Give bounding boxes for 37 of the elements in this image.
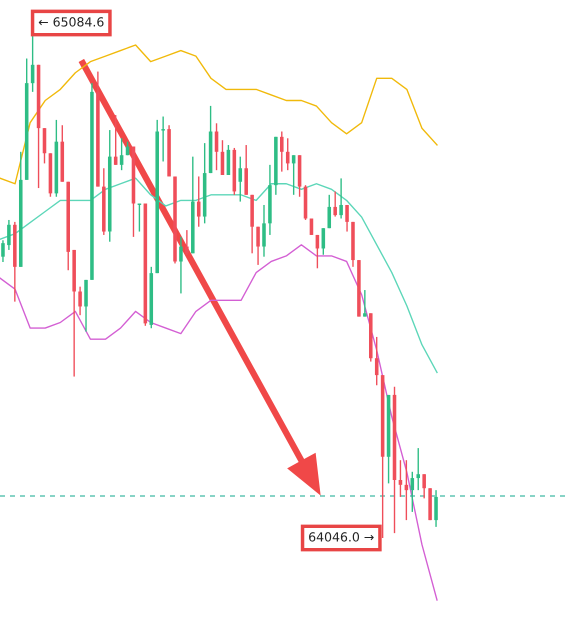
candlestick — [416, 447, 420, 491]
candlestick — [333, 190, 337, 218]
candlestick — [7, 219, 11, 251]
candlestick — [322, 227, 326, 256]
candlestick — [374, 336, 378, 386]
candlestick — [345, 204, 349, 232]
candlestick — [220, 140, 224, 176]
candlestick — [398, 459, 402, 498]
candlestick — [286, 138, 290, 171]
candlestick — [422, 474, 426, 500]
candlestick — [120, 138, 124, 171]
candlestick — [310, 218, 314, 236]
candlestick — [126, 140, 130, 156]
candlestick — [410, 471, 414, 513]
candlestick — [404, 459, 408, 521]
candlestick — [30, 35, 34, 93]
candlestick — [114, 114, 118, 166]
text: ← 65084.6 — [38, 17, 104, 27]
candlestick — [339, 178, 343, 220]
candlestick — [214, 122, 218, 171]
candlestick — [316, 234, 320, 269]
candlestick — [363, 289, 367, 318]
candlestick — [161, 116, 165, 162]
candlestick — [292, 154, 296, 196]
candlestick — [196, 176, 201, 228]
candlestick — [262, 204, 266, 258]
candlestick — [138, 202, 142, 232]
candlestick — [434, 489, 438, 528]
annotation: 64046.0 → — [309, 532, 374, 542]
candlestick — [179, 236, 183, 294]
candlestick — [238, 156, 242, 202]
candlestick — [185, 229, 189, 256]
candlestick — [256, 226, 260, 266]
candlestick — [327, 194, 332, 229]
candlestick — [78, 286, 82, 316]
candlestick — [280, 130, 284, 172]
candlestick — [1, 240, 5, 263]
